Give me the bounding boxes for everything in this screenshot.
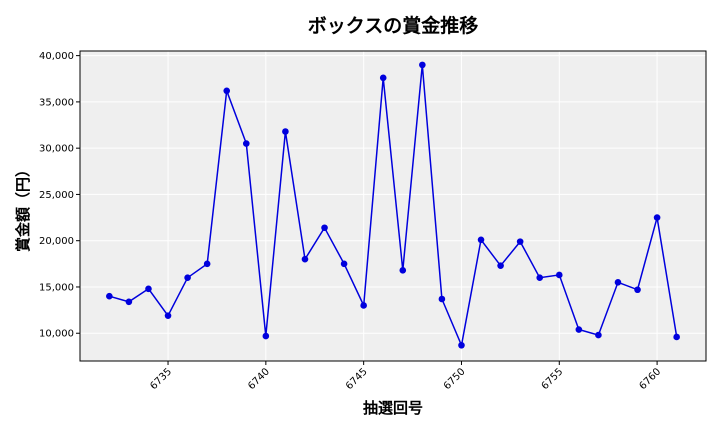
plot-frame [79, 50, 707, 362]
data-point [321, 224, 328, 232]
data-point [282, 128, 289, 135]
data-point [575, 326, 583, 333]
data-point [223, 87, 231, 95]
y-tick-label: 15,000 [39, 282, 74, 293]
data-point [164, 312, 172, 319]
data-point [497, 262, 504, 269]
data-point [419, 61, 426, 69]
data-point [438, 295, 446, 303]
series-layer [106, 61, 680, 349]
data-point [379, 74, 387, 82]
x-tick-label: 6750 [442, 366, 468, 392]
y-tick-label: 10,000 [39, 329, 74, 340]
data-point [242, 140, 250, 147]
data-point [555, 271, 563, 279]
data-point [653, 214, 661, 221]
data-point [399, 267, 407, 274]
data-point [673, 333, 680, 341]
data-point [516, 238, 524, 245]
grid-lines [80, 51, 706, 361]
y-tick-label: 30,000 [39, 144, 74, 155]
series-line [109, 64, 678, 348]
data-point [125, 298, 133, 306]
data-point [203, 260, 211, 268]
data-point [106, 292, 113, 300]
data-point [145, 285, 152, 293]
data-point [301, 255, 309, 263]
y-tick-label: 35,000 [39, 97, 74, 108]
data-point [360, 302, 367, 309]
y-axis-label: 賞金額（円） [14, 162, 32, 252]
y-tick-label: 20,000 [39, 236, 74, 247]
plot-area [80, 51, 706, 361]
x-axis-label: 抽選回号 [363, 399, 423, 417]
data-point [184, 274, 191, 282]
data-point [262, 332, 270, 340]
data-point [595, 331, 602, 339]
data-point [614, 279, 622, 286]
data-point [634, 286, 641, 294]
data-point [477, 236, 485, 244]
y-tick-label: 40,000 [39, 51, 74, 62]
chart-title: ボックスの賞金推移 [308, 14, 478, 37]
x-tick-label: 6755 [540, 366, 566, 392]
x-tick-label: 6735 [148, 366, 174, 392]
data-point [458, 341, 465, 349]
data-point [340, 260, 348, 268]
x-tick-label: 6745 [344, 366, 370, 392]
x-tick-label: 6740 [246, 366, 272, 392]
x-tick-label: 6760 [637, 366, 663, 392]
data-point [536, 274, 544, 282]
y-tick-label: 25,000 [39, 190, 74, 201]
